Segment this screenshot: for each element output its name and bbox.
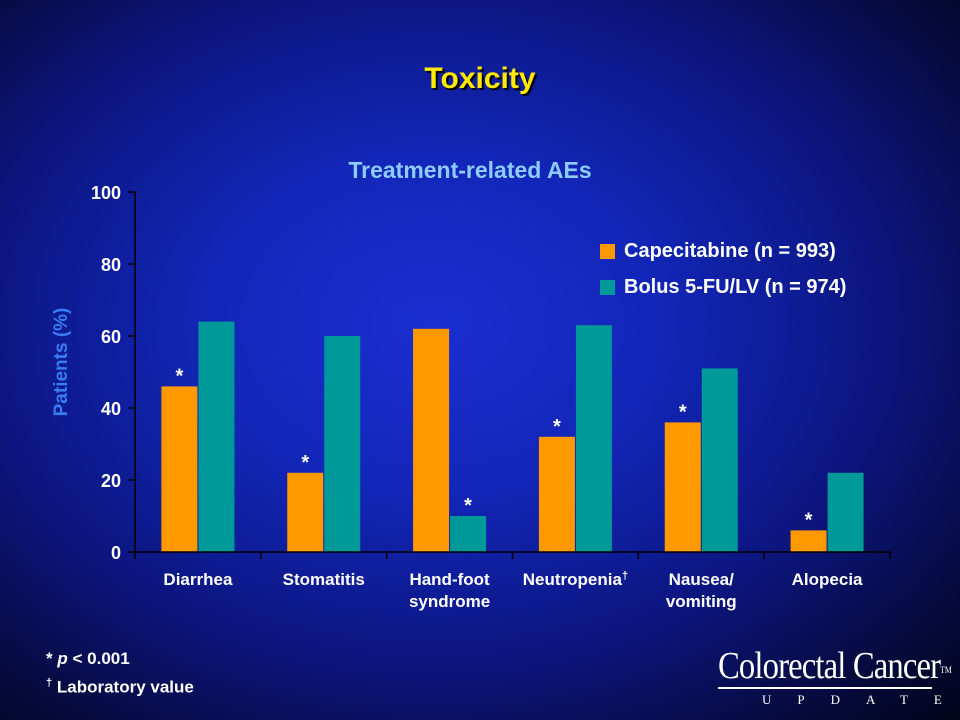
x-tick-label-0-line-0: Diarrhea xyxy=(163,570,233,589)
y-tick-label-0: 0 xyxy=(111,543,121,563)
bar-capecitabine-0 xyxy=(161,386,198,552)
bar-capecitabine-4 xyxy=(664,422,701,552)
legend-swatch-capecitabine xyxy=(600,243,615,259)
bar-capecitabine-1 xyxy=(287,472,324,552)
footnotes: * p < 0.001 † Laboratory value xyxy=(46,647,194,700)
bar-bolus-3 xyxy=(575,325,612,552)
legend: Capecitabine (n = 993) Bolus 5-FU/LV (n … xyxy=(600,240,846,312)
bar-bolus-4 xyxy=(701,368,738,552)
slide-title: Toxicity xyxy=(424,62,536,95)
footnote-significance: * p < 0.001 xyxy=(46,647,194,671)
y-tick-label-80: 80 xyxy=(101,255,121,275)
logo-main-text: Colorectal CancerTM xyxy=(718,646,952,686)
y-tick-label-60: 60 xyxy=(101,327,121,347)
logo-main-label: Colorectal Cancer xyxy=(718,645,941,687)
legend-item-bolus: Bolus 5-FU/LV (n = 974) xyxy=(600,276,846,298)
footnote-dagger: † Laboratory value xyxy=(46,671,194,700)
footnote-sig-symbol: * xyxy=(46,649,53,668)
bar-bolus-0 xyxy=(198,321,235,552)
colorectal-cancer-update-logo: Colorectal CancerTM UPDATE xyxy=(718,646,960,712)
chart-title: Treatment-related AEs xyxy=(348,157,592,183)
x-tick-label-3: Neutropenia† xyxy=(523,570,628,589)
x-tick-label-4-line-0: Nausea/ xyxy=(669,570,734,589)
bar-bolus-5 xyxy=(827,472,864,552)
x-tick-label-2-line-1: syndrome xyxy=(409,592,490,611)
bar-bolus-2 xyxy=(450,516,487,552)
y-tick-label-100: 100 xyxy=(91,183,121,203)
bar-capecitabine-5 xyxy=(790,530,827,552)
logo-divider xyxy=(718,687,932,689)
y-tick-label-20: 20 xyxy=(101,471,121,491)
significance-marker-0: * xyxy=(176,365,184,387)
bar-capecitabine-2 xyxy=(413,328,450,552)
footnote-sig-threshold: < 0.001 xyxy=(72,649,130,668)
x-tick-label-1-line-0: Stomatitis xyxy=(283,570,365,589)
significance-marker-5: * xyxy=(805,509,813,531)
logo-sub-text: UPDATE xyxy=(762,692,960,707)
y-tick-label-40: 40 xyxy=(101,399,121,419)
significance-marker-3: * xyxy=(553,416,561,438)
significance-marker-2: * xyxy=(464,495,472,517)
legend-item-capecitabine: Capecitabine (n = 993) xyxy=(600,240,846,262)
x-tick-label-5-line-0: Alopecia xyxy=(792,570,863,589)
x-tick-label-2-line-0: Hand-foot xyxy=(409,570,490,589)
footnote-dagger-text: Laboratory value xyxy=(56,677,194,697)
x-tick-label-4-line-1: vomiting xyxy=(666,592,737,611)
bar-capecitabine-3 xyxy=(538,436,575,552)
footnote-dagger-symbol: † xyxy=(46,677,53,689)
significance-marker-4: * xyxy=(679,401,687,423)
legend-swatch-bolus xyxy=(600,279,615,295)
bar-bolus-1 xyxy=(324,336,361,552)
legend-label-capecitabine: Capecitabine (n = 993) xyxy=(624,239,836,262)
footnote-sig-p: p xyxy=(57,649,68,668)
significance-marker-1: * xyxy=(301,452,309,474)
logo-trademark: TM xyxy=(940,665,952,675)
legend-label-bolus: Bolus 5-FU/LV (n = 974) xyxy=(624,275,847,298)
